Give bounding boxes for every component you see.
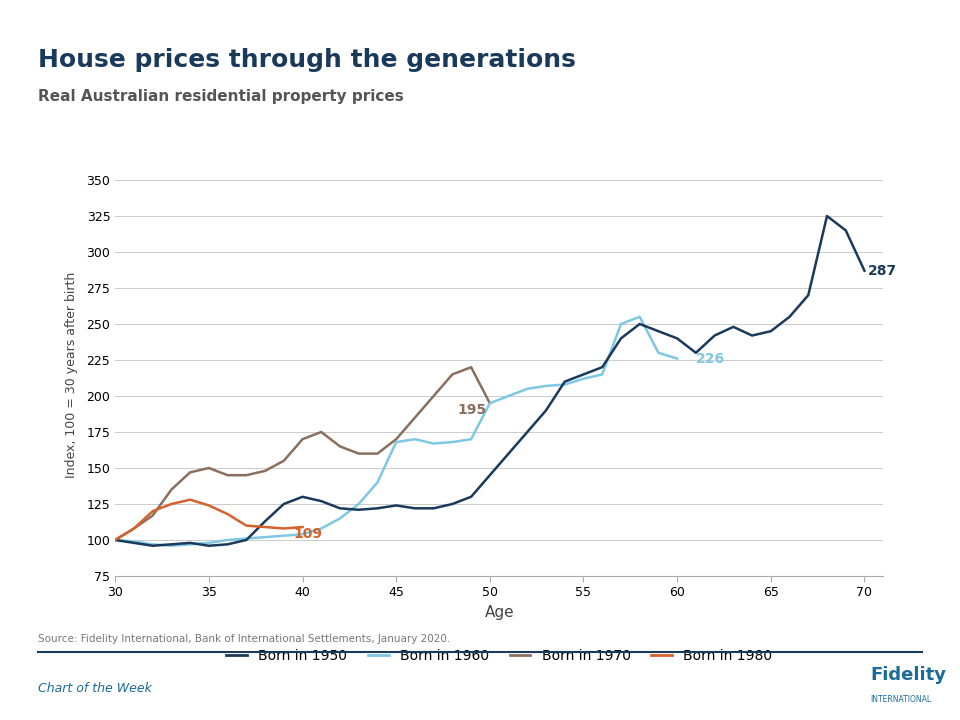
Text: INTERNATIONAL: INTERNATIONAL xyxy=(871,696,932,704)
Text: f: f xyxy=(832,674,843,698)
X-axis label: Age: Age xyxy=(485,605,514,620)
Text: Chart of the Week: Chart of the Week xyxy=(38,682,153,695)
Text: Fidelity: Fidelity xyxy=(871,667,947,684)
Text: 287: 287 xyxy=(868,264,898,278)
Y-axis label: Index, 100 = 30 years after birth: Index, 100 = 30 years after birth xyxy=(65,271,78,477)
Text: 109: 109 xyxy=(293,527,323,541)
Text: Source: Fidelity International, Bank of International Settlements, January 2020.: Source: Fidelity International, Bank of … xyxy=(38,634,450,644)
Text: 195: 195 xyxy=(457,403,486,417)
Text: House prices through the generations: House prices through the generations xyxy=(38,48,576,72)
Text: Real Australian residential property prices: Real Australian residential property pri… xyxy=(38,89,404,104)
Legend: Born in 1950, Born in 1960, Born in 1970, Born in 1980: Born in 1950, Born in 1960, Born in 1970… xyxy=(221,644,778,669)
Text: 226: 226 xyxy=(696,351,725,366)
